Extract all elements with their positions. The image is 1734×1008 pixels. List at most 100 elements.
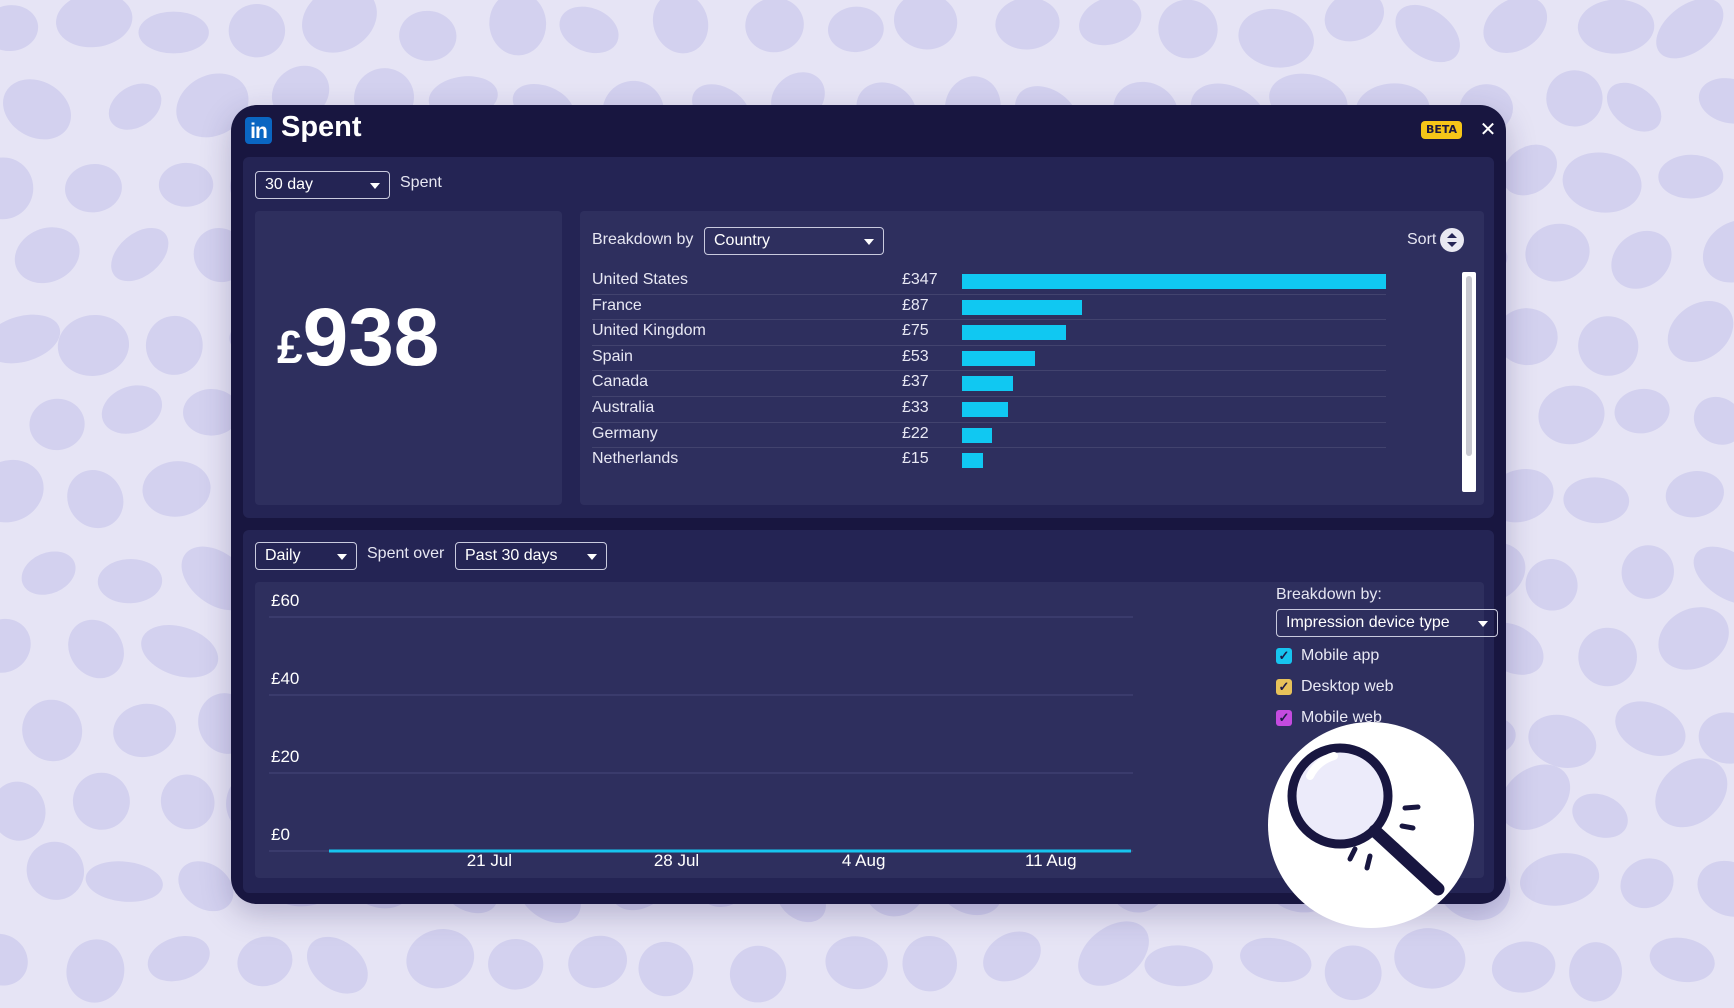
background-blob <box>1520 853 1600 906</box>
legend-mobile-app-label: Mobile app <box>1301 647 1380 664</box>
y-tick-label: £20 <box>271 747 299 766</box>
background-blob <box>237 936 293 987</box>
background-blob <box>72 772 130 830</box>
background-blob <box>1394 928 1466 989</box>
background-blob <box>176 73 249 138</box>
background-blob <box>1572 793 1628 838</box>
country-list-scrollbar[interactable] <box>1462 272 1476 492</box>
background-blob <box>160 774 215 830</box>
y-tick-label: £40 <box>271 669 299 688</box>
total-spent-value: £938 <box>277 291 439 385</box>
country-bar <box>962 274 1386 289</box>
period-select[interactable]: 30 day <box>255 171 390 199</box>
magnifying-glass-icon <box>1268 722 1474 928</box>
background-blob <box>101 385 163 434</box>
range-select[interactable]: Past 30 days <box>455 542 607 570</box>
background-blob <box>108 83 162 130</box>
sort-arrows-glyph <box>1447 233 1457 247</box>
chevron-down-icon <box>1478 621 1488 627</box>
background-blob <box>1693 396 1734 445</box>
background-blob <box>1502 144 1557 196</box>
country-bar <box>962 299 1083 315</box>
country-name: France <box>592 296 642 314</box>
background-blob <box>652 0 709 54</box>
background-blob <box>111 227 169 282</box>
total-spent-card: £938 <box>255 211 562 505</box>
chevron-down-icon <box>337 554 347 560</box>
background-blob <box>29 398 85 451</box>
background-blob <box>26 841 85 900</box>
background-blob <box>21 551 76 595</box>
background-blob <box>56 0 133 48</box>
sort-arrows-icon[interactable] <box>1440 228 1464 252</box>
background-blob <box>1563 477 1630 524</box>
background-blob <box>1079 0 1142 46</box>
country-name: United States <box>592 271 689 288</box>
beta-badge: BETA <box>1421 121 1462 139</box>
background-blob <box>1324 0 1385 42</box>
country-list: United States £347 France £87 United Kingdom… <box>592 269 1386 469</box>
background-blob <box>1611 230 1672 289</box>
country-amount: £75 <box>902 322 929 340</box>
background-blob <box>488 939 544 990</box>
background-blob <box>0 5 39 52</box>
background-blob <box>1240 937 1312 983</box>
background-blob <box>1620 858 1674 909</box>
background-blob <box>406 929 475 989</box>
country-amount: £87 <box>902 296 929 314</box>
app-title: Spent <box>281 111 362 143</box>
background-blob <box>0 157 34 220</box>
background-blob <box>399 10 457 61</box>
x-tick-label: 21 Jul <box>467 851 512 870</box>
close-icon[interactable]: ✕ <box>1479 117 1497 141</box>
background-blob <box>1665 471 1724 518</box>
background-blob <box>1499 764 1571 830</box>
country-row: United States £347 <box>592 269 1386 295</box>
period-caption: Spent <box>400 174 442 191</box>
background-blob <box>183 389 240 436</box>
background-blob <box>1538 385 1605 445</box>
background-blob <box>1698 712 1734 764</box>
background-blob <box>158 162 214 207</box>
background-blob <box>1569 942 1622 1002</box>
breakdown-card: Breakdown by Country Sort United States £… <box>580 211 1484 505</box>
background-blob <box>0 618 31 673</box>
country-row: Germany £22 <box>592 423 1386 449</box>
background-blob <box>827 6 884 53</box>
country-bar <box>962 453 983 469</box>
breakdown-select-value: Country <box>714 232 771 249</box>
country-bar <box>962 325 1066 341</box>
scrollbar-thumb[interactable] <box>1466 276 1472 456</box>
background-blob <box>745 0 804 53</box>
spend-line-chart: £60 £40 £20 £0 21 Jul 28 Jul 4 Aug 11 Aug <box>269 591 1133 870</box>
background-blob <box>1577 0 1655 54</box>
checkbox-mobile-app[interactable]: ✓ <box>1276 648 1292 664</box>
device-type-select[interactable]: Impression device type <box>1276 609 1498 637</box>
background-blob <box>995 0 1060 50</box>
background-blob <box>1078 921 1149 986</box>
checkbox-mobile-web[interactable]: ✓ <box>1276 710 1292 726</box>
background-blob <box>0 314 61 364</box>
sort-label: Sort <box>1407 231 1437 248</box>
background-blob <box>1578 316 1639 376</box>
background-blob <box>1578 627 1637 687</box>
granularity-select[interactable]: Daily <box>255 542 357 570</box>
country-amount: £22 <box>902 424 929 442</box>
background-blob <box>1606 82 1662 132</box>
granularity-select-value: Daily <box>265 547 301 564</box>
background-blob <box>1483 0 1548 53</box>
checkbox-desktop-web[interactable]: ✓ <box>1276 679 1292 695</box>
total-amount: 938 <box>302 292 440 383</box>
country-amount: £15 <box>902 450 929 468</box>
background-blob <box>228 3 286 58</box>
background-blob <box>68 619 124 679</box>
background-blob <box>138 11 209 54</box>
background-blob <box>1615 701 1686 756</box>
country-row: France £87 <box>592 295 1386 321</box>
country-amount: £53 <box>902 347 929 365</box>
country-name: United Kingdom <box>592 322 706 340</box>
country-amount: £37 <box>902 373 929 391</box>
breakdown-select[interactable]: Country <box>704 227 884 255</box>
breakdown-label: Breakdown by <box>592 231 694 248</box>
chevron-down-icon <box>370 183 380 189</box>
